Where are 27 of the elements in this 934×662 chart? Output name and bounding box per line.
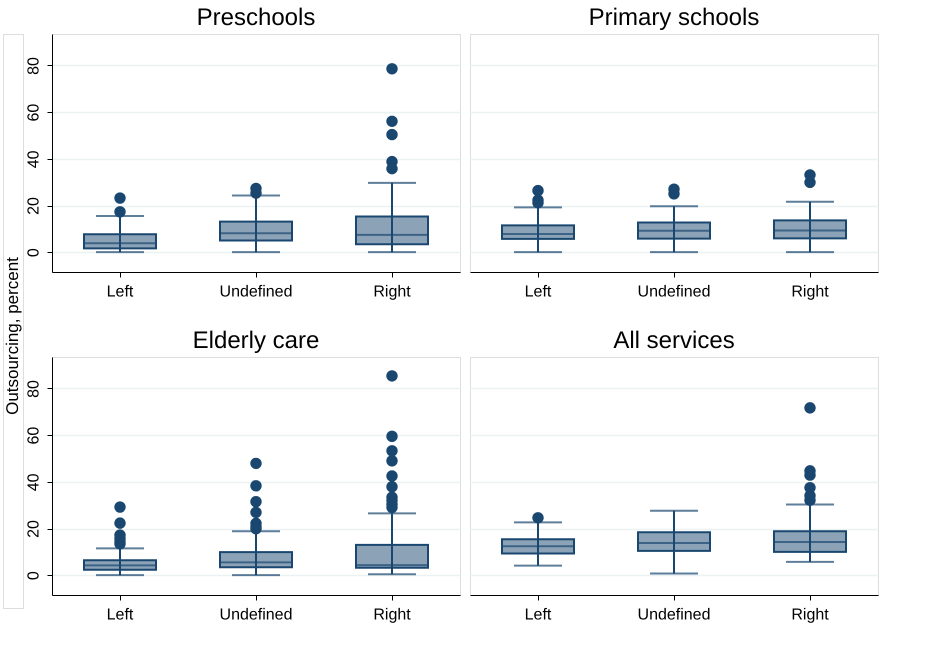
y-tick-label: 60 bbox=[26, 104, 42, 122]
x-tick-label: Left bbox=[106, 284, 134, 300]
y-tick-label: 20 bbox=[26, 197, 42, 215]
x-tick-label: Undefined bbox=[220, 606, 292, 624]
y-tick-label: 0 bbox=[26, 248, 42, 258]
x-tick-label: Right bbox=[373, 606, 412, 624]
y-tick-label: 80 bbox=[26, 57, 42, 75]
x-tick-label: Right bbox=[791, 284, 830, 300]
y-tick-label: 60 bbox=[26, 426, 42, 445]
x-tick-label: Right bbox=[791, 606, 830, 624]
chart-title: Elderly care bbox=[192, 327, 320, 354]
x-tick-label: Left bbox=[524, 606, 552, 624]
x-tick-label: Right bbox=[373, 284, 412, 300]
y-tick-label: 40 bbox=[26, 150, 42, 168]
y-tick-label: 20 bbox=[26, 520, 42, 538]
chart-title: All services bbox=[613, 327, 735, 354]
chart-title: Primary schools bbox=[588, 4, 760, 31]
y-axis-title: Outsourcing, percent bbox=[3, 256, 22, 415]
y-tick-label: 80 bbox=[26, 380, 42, 398]
x-tick-label: Undefined bbox=[638, 284, 710, 300]
y-tick-label: 0 bbox=[26, 571, 42, 580]
chart-title: Preschools bbox=[196, 4, 316, 31]
x-tick-label: Left bbox=[106, 606, 134, 624]
x-tick-label: Undefined bbox=[638, 606, 710, 624]
y-tick-label: 40 bbox=[26, 473, 42, 492]
x-tick-label: Left bbox=[524, 284, 552, 300]
x-tick-label: Undefined bbox=[220, 284, 292, 300]
